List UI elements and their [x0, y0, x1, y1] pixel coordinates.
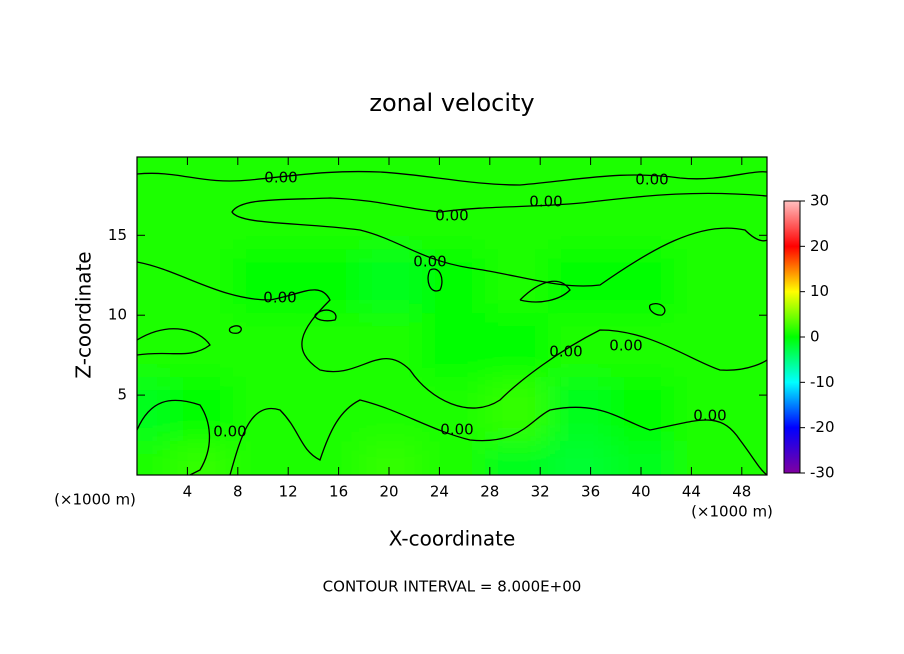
x-tick-label: 28 [480, 483, 499, 501]
x-tick-label: 16 [329, 483, 348, 501]
x-unit: (×1000 m) [691, 503, 773, 521]
contour-label: 0.00 [693, 407, 726, 425]
contours [137, 170, 767, 475]
y-tick-label: 15 [108, 226, 127, 244]
field-cells [137, 157, 767, 475]
footer: CONTOUR INTERVAL = 8.000E+00 [323, 578, 582, 596]
contour-line [137, 170, 767, 186]
contour-line [228, 268, 666, 334]
x-axis-label: X-coordinate [389, 527, 516, 551]
x-tick-label: 40 [631, 483, 650, 501]
x-tick-label: 48 [732, 483, 751, 501]
colorbar-tick-label: -20 [810, 418, 835, 436]
x-tick-label: 36 [581, 483, 600, 501]
colorbar-tick-label: 0 [810, 328, 820, 346]
colorbar-tick-label: 20 [810, 237, 829, 255]
contour-label: 0.00 [263, 289, 296, 307]
x-tick-label: 20 [379, 483, 398, 501]
y-tick-label: 10 [108, 306, 127, 324]
contour-label: 0.00 [549, 343, 582, 361]
x-tick-label: 4 [183, 483, 193, 501]
x-tick-label: 12 [279, 483, 298, 501]
x-tick-label: 8 [233, 483, 243, 501]
x-tick-label: 32 [531, 483, 550, 501]
contour-line [231, 192, 767, 287]
field-cell [674, 157, 767, 250]
contour-label: 0.00 [413, 253, 446, 271]
contour-label: 0.00 [529, 193, 562, 211]
colorbar-tick-label: 30 [810, 192, 829, 210]
contour-label: 0.00 [264, 169, 297, 187]
contour-line [137, 261, 767, 409]
y-tick-label: 5 [117, 386, 127, 404]
colorbar-tick-label: -30 [810, 464, 835, 482]
contour-label: 0.00 [213, 423, 246, 441]
contour-label: 0.00 [440, 421, 473, 439]
plot-frame [136, 156, 768, 476]
colorbar-tick-label: 10 [810, 282, 829, 300]
field [137, 157, 767, 475]
x-tick-label: 44 [682, 483, 701, 501]
colorbar-tick-label: -10 [810, 373, 835, 391]
y-axis-label: Z-coordinate [72, 251, 96, 378]
colorbar [783, 200, 801, 474]
chart-title: zonal velocity [369, 89, 534, 117]
x-tick-label: 24 [430, 483, 449, 501]
contour-line [137, 399, 767, 475]
contour-line [137, 328, 211, 356]
contour-label: 0.00 [609, 337, 642, 355]
contour-label: 0.00 [635, 171, 668, 189]
contour-label: 0.00 [435, 207, 468, 225]
y-unit: (×1000 m) [54, 491, 136, 509]
